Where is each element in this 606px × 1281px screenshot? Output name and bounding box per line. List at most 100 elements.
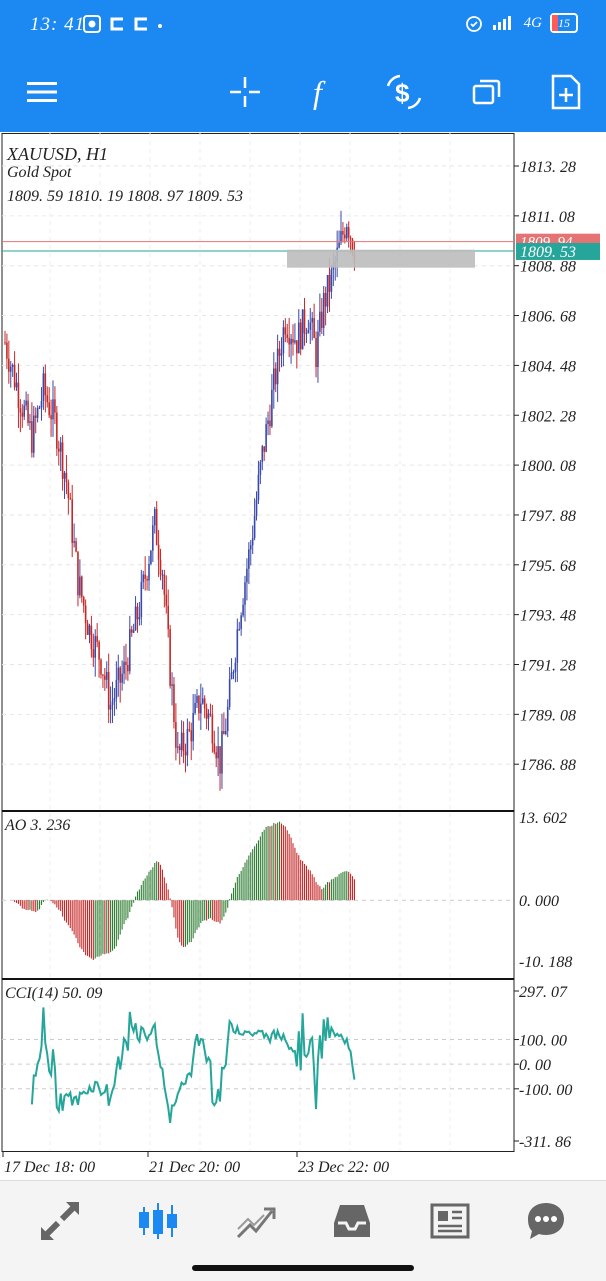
candle-body: [274, 368, 277, 385]
svg-text:f: f: [313, 74, 326, 110]
price-scale-label: 1791. 28: [520, 658, 576, 675]
nav-trade[interactable]: [232, 1197, 280, 1245]
candle-body: [130, 629, 133, 633]
new-order-button[interactable]: [546, 72, 586, 112]
candle-body: [259, 462, 262, 475]
candle-body: [177, 746, 179, 748]
candle-body: [92, 649, 95, 658]
chart-canvas[interactable]: 1813. 28 1811. 08 1808. 88 1806. 68 1804. 48…: [0, 133, 606, 1183]
timeframe-button[interactable]: [466, 72, 506, 112]
svg-text:$: $: [395, 78, 410, 108]
home-indicator[interactable]: [192, 1265, 414, 1271]
indicators-button[interactable]: f: [302, 72, 342, 112]
candle-body: [159, 559, 162, 575]
candle-body: [155, 509, 158, 545]
candle-body: [88, 625, 91, 635]
candle-body: [232, 672, 235, 674]
candle-body: [221, 731, 223, 774]
nav-history[interactable]: [328, 1197, 376, 1245]
candle-body: [142, 574, 145, 583]
nav-news[interactable]: [426, 1197, 474, 1245]
candle-body: [73, 541, 75, 543]
candle-body: [261, 446, 264, 463]
candle-body: [217, 746, 219, 759]
candle-body: [288, 337, 290, 345]
symbol-description: Gold Spot: [7, 164, 72, 181]
candle-body: [253, 515, 256, 539]
bottom-navigation: [0, 1180, 606, 1281]
crosshair-icon: [230, 77, 260, 107]
candle-body: [161, 574, 164, 576]
price-scale-label: 1808. 88: [520, 259, 576, 276]
candle-body: [223, 731, 225, 735]
candle-body: [196, 696, 198, 703]
candle-body: [69, 498, 72, 500]
candle-body: [84, 605, 87, 624]
candle-body: [50, 415, 52, 420]
candle-body: [351, 239, 354, 254]
candle-body: [236, 629, 239, 663]
candle-body: [117, 667, 120, 680]
bid-price-tag: [516, 242, 600, 260]
price-scale-label: 1789. 08: [520, 707, 576, 724]
candle-body: [311, 318, 313, 323]
candle-body: [4, 342, 6, 344]
nav-messages[interactable]: [522, 1197, 570, 1245]
price-scale-label: 1813. 28: [520, 159, 576, 176]
candle-body: [54, 399, 56, 413]
menu-button[interactable]: [22, 72, 62, 112]
time-axis-label: 17 Dec 18: 00: [4, 1159, 95, 1176]
price-scale-label: 1802. 28: [520, 408, 576, 425]
symbol-button[interactable]: $: [384, 72, 424, 112]
nav-chart[interactable]: [134, 1197, 182, 1245]
candle-body: [167, 605, 169, 630]
candle-body: [102, 674, 104, 676]
crosshair-button[interactable]: [225, 72, 265, 112]
candle-body: [330, 269, 333, 292]
candle-body: [27, 400, 29, 423]
candle-body: [163, 574, 166, 595]
candle-body: [113, 698, 116, 702]
candle-body: [132, 630, 135, 633]
bid-price-label: 1809. 53: [520, 244, 576, 261]
price-scale-label: 1811. 08: [520, 209, 575, 226]
candle-body: [56, 412, 58, 449]
alarm-icon: [465, 16, 482, 32]
app-bar: 13: 41 4G 15 f $: [0, 0, 606, 132]
candle-body: [11, 364, 14, 367]
candle-body: [313, 318, 315, 338]
candle-body: [286, 334, 289, 338]
add-document-icon: [551, 74, 581, 110]
candle-body: [67, 482, 70, 499]
candle-body: [215, 752, 217, 759]
chart-area[interactable]: 1813. 28 1811. 08 1808. 88 1806. 68 1804. 48…: [0, 133, 606, 1183]
candle-body: [307, 329, 310, 334]
candle-body: [150, 550, 152, 565]
candle-body: [182, 732, 185, 752]
cci-scale-label: 100. 00: [519, 1033, 567, 1050]
candle-body: [115, 679, 118, 699]
candle-body: [104, 675, 106, 680]
candle-body: [338, 242, 340, 248]
network-label: 4G: [523, 14, 542, 31]
dot-icon: [158, 24, 162, 28]
candle-body: [157, 544, 160, 560]
candle-body: [234, 662, 237, 673]
cci-scale-label: 0. 00: [519, 1057, 551, 1074]
price-scale-label: 1800. 08: [520, 458, 576, 475]
candle-body: [324, 292, 327, 307]
candle-body: [317, 331, 319, 368]
candle-body: [111, 701, 114, 705]
candle-body: [280, 353, 283, 356]
candle-body: [61, 442, 64, 479]
candle-body: [31, 421, 33, 453]
candle-body: [94, 636, 97, 658]
candle-body: [244, 582, 246, 605]
battery-icon: 15: [550, 13, 578, 33]
candle-body: [198, 696, 200, 714]
candle-body: [303, 309, 306, 334]
nav-quotes[interactable]: [36, 1197, 84, 1245]
status-right: 4G 15: [464, 13, 578, 33]
time-axis-label: 23 Dec 22: 00: [298, 1159, 389, 1176]
candle-body: [284, 327, 287, 335]
